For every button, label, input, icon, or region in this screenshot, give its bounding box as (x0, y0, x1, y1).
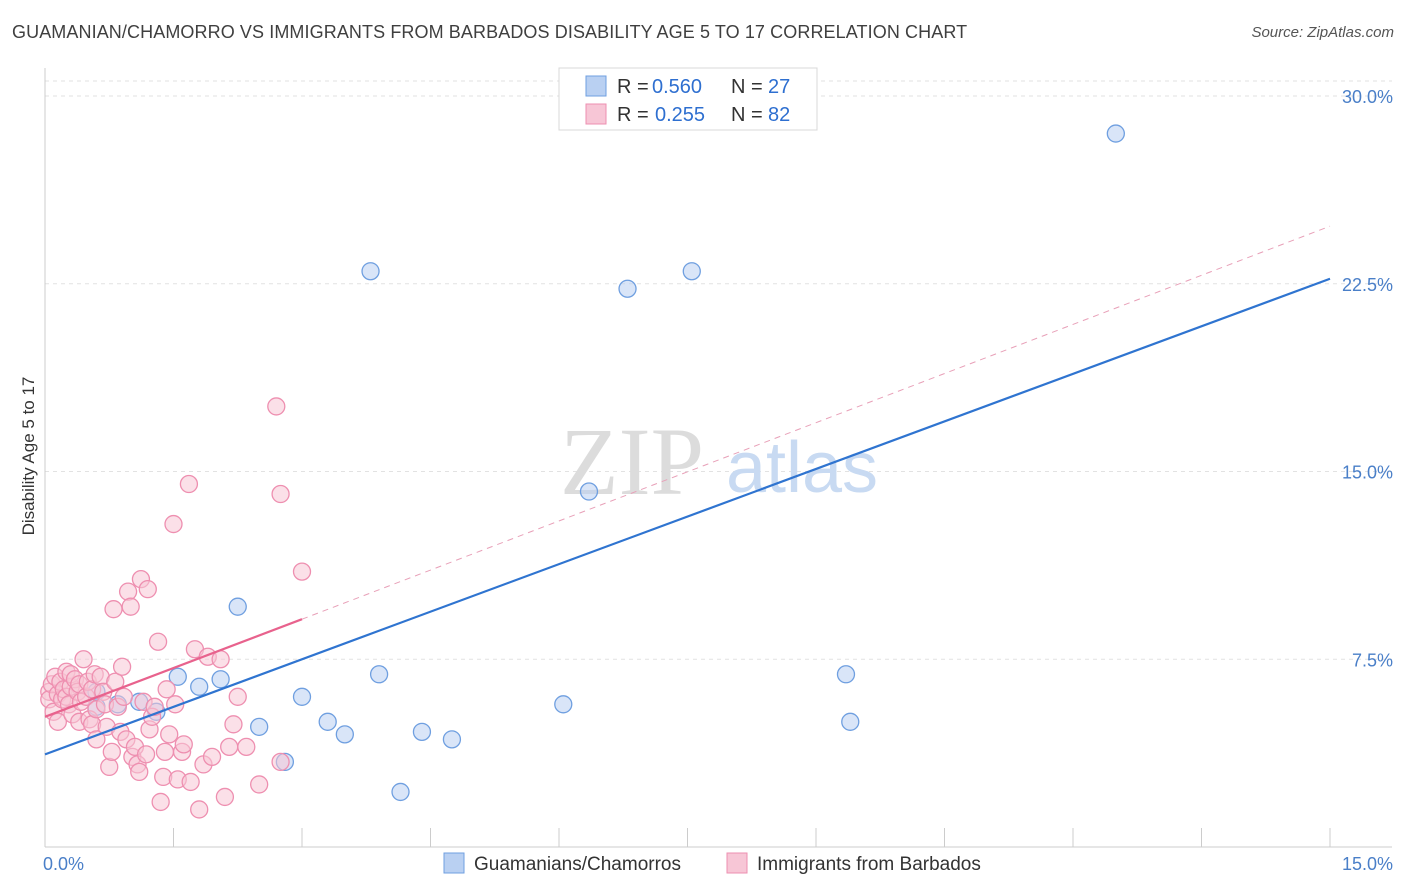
legend-swatch-blue (585, 75, 607, 97)
y-tick-label-1: 15.0% (1342, 463, 1393, 483)
point-s1-43 (118, 582, 138, 601)
trend-line-ext-1 (301, 225, 1331, 620)
point-s1-73 (202, 747, 222, 767)
legend-r-label-1: R = (617, 76, 649, 98)
point-s1-6 (48, 712, 67, 731)
legend-n-label-2: N = (731, 104, 763, 126)
legend-swatch-pink (585, 103, 607, 125)
point-s0-16 (391, 782, 410, 802)
chart-source: Source: ZipAtlas.com (1251, 24, 1394, 41)
legend-r-value-1: 0.560 (652, 76, 702, 98)
bottom-legend-label-1: Guamanians/Chamorros (474, 854, 681, 875)
bottom-legend-label-2: Immigrants from Barbados (757, 854, 981, 875)
y-tick-labels: 7.5% 15.0% 22.5% 30.0% (1342, 87, 1393, 670)
axes (44, 68, 1392, 848)
y-tick-label-3: 30.0% (1342, 87, 1393, 107)
point-s1-66 (174, 735, 193, 754)
watermark-atlas: atlas (726, 428, 878, 508)
point-s1-78 (228, 687, 247, 706)
watermark-zip: ZIP (560, 408, 704, 515)
legend-n-value-2: 82 (768, 104, 790, 126)
legend-r-value-2: 0.255 (655, 104, 705, 126)
x-tick-label-1: 15.0% (1342, 854, 1393, 874)
point-s1-83 (292, 562, 312, 581)
point-s0-22 (682, 262, 701, 281)
point-s1-79 (237, 737, 256, 757)
point-s1-41 (114, 687, 133, 706)
bottom-legend-swatch-pink (726, 852, 748, 874)
watermark: ZIP atlas (560, 408, 878, 515)
point-s0-21 (618, 279, 637, 298)
x-tick-labels: 0.0% 15.0% (43, 854, 1393, 874)
x-tick-label-0: 0.0% (43, 854, 84, 874)
point-s1-40 (112, 657, 132, 676)
y-axis-label: Disability Age 5 to 17 (19, 377, 38, 536)
point-s1-36 (104, 600, 123, 619)
bottom-legend-swatch-blue (443, 852, 465, 874)
point-s1-67 (179, 474, 199, 494)
legend-r-label-2: R = (617, 104, 649, 126)
point-s0-8 (228, 597, 247, 616)
point-s1-51 (136, 745, 156, 764)
point-s0-15 (369, 665, 389, 684)
point-s1-56 (148, 632, 168, 651)
point-s1-84 (271, 752, 290, 772)
point-s0-6 (190, 677, 209, 696)
point-s1-75 (215, 787, 235, 807)
point-s1-48 (130, 762, 149, 782)
point-s1-80 (250, 775, 269, 794)
point-s0-23 (836, 665, 856, 684)
point-s1-34 (100, 757, 119, 777)
legend-n-value-1: 27 (768, 76, 790, 98)
point-s1-44 (121, 597, 140, 616)
legend-n-label-1: N = (731, 76, 763, 98)
point-s1-70 (190, 800, 209, 819)
point-s0-17 (412, 722, 432, 741)
point-s0-14 (361, 262, 380, 281)
point-s0-5 (168, 667, 187, 686)
point-s1-82 (271, 484, 290, 504)
point-s0-24 (841, 712, 860, 731)
point-s1-81 (267, 397, 286, 416)
point-s1-76 (220, 737, 239, 757)
point-s0-11 (292, 687, 312, 706)
y-tick-label-2: 22.5% (1342, 275, 1393, 295)
point-s1-62 (164, 514, 183, 534)
point-s1-61 (160, 725, 179, 744)
point-s1-57 (151, 792, 170, 812)
point-s0-20 (579, 482, 599, 501)
point-s1-68 (181, 772, 200, 792)
point-s0-19 (554, 695, 573, 714)
bottom-legend: Guamanians/Chamorros Immigrants from Bar… (443, 852, 981, 875)
data-points (40, 124, 1125, 819)
y-tick-label-0: 7.5% (1352, 650, 1393, 670)
trend-line-1 (44, 618, 303, 718)
point-s0-9 (250, 717, 269, 736)
point-s0-18 (442, 730, 462, 749)
point-s1-60 (157, 680, 176, 699)
point-s1-52 (138, 580, 157, 599)
point-s1-59 (155, 742, 175, 762)
trend-line-0 (44, 277, 1331, 756)
point-s0-12 (318, 712, 337, 731)
point-s1-35 (102, 742, 121, 762)
point-s0-25 (1106, 124, 1125, 143)
legend: R = 0.560 N = 27 R = 0.255 N = 82 (558, 67, 818, 131)
grid-lines (45, 80, 1392, 660)
point-s0-7 (211, 670, 230, 689)
chart-title: GUAMANIAN/CHAMORRO VS IMMIGRANTS FROM BA… (12, 22, 968, 42)
point-s1-21 (74, 650, 93, 669)
point-s0-13 (335, 725, 354, 744)
trend-lines (44, 225, 1331, 756)
point-s1-77 (224, 715, 243, 734)
